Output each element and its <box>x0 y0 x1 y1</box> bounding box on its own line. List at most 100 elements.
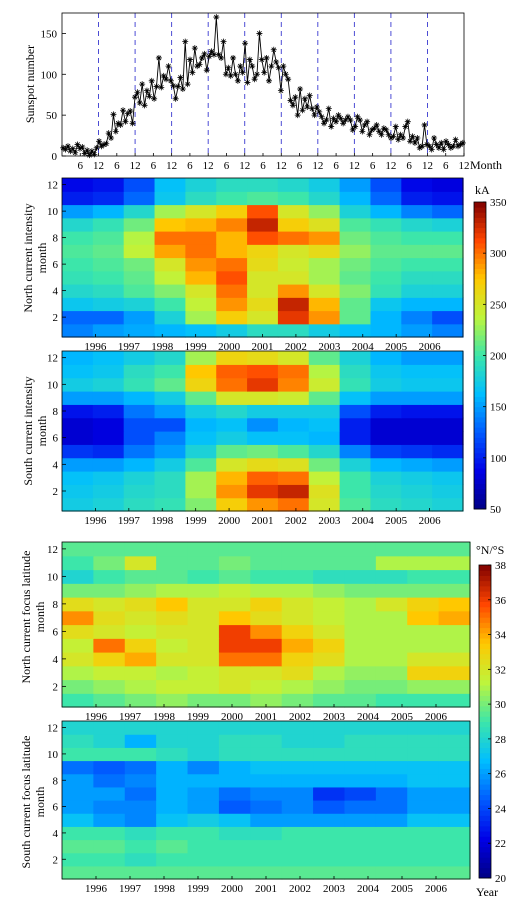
south-intensity-cell <box>339 377 372 392</box>
south-intensity-cell <box>154 377 186 392</box>
north-latitude-cell <box>187 597 220 612</box>
intensity-colorbar-swatch <box>474 462 486 469</box>
north-intensity-cell <box>154 204 186 219</box>
sunspot-point <box>352 123 359 130</box>
north-intensity-cell <box>308 178 341 192</box>
intensity-colorbar-swatch <box>474 263 486 270</box>
latitude-colorbar-tick-label: 34 <box>495 630 507 642</box>
north-intensity-ylabel-month: month <box>35 243 49 274</box>
intensity-colorbar-swatch <box>474 340 486 346</box>
sunspot-y-tick-label: 100 <box>41 69 58 81</box>
sunspot-point <box>344 113 351 120</box>
south-latitude-cell <box>407 852 440 867</box>
south-latitude-cell <box>375 773 408 788</box>
north-intensity-cell <box>370 244 402 259</box>
sunspot-point <box>447 144 454 151</box>
sunspot-point <box>452 136 459 143</box>
north-latitude-cell <box>187 583 220 598</box>
north-intensity-cell <box>123 257 156 272</box>
sunspot-point <box>318 113 325 120</box>
north-intensity-cell <box>277 257 310 272</box>
sunspot-point <box>103 140 110 147</box>
north-latitude-cell <box>250 693 283 708</box>
north-latitude-cell <box>62 679 94 694</box>
south-intensity-ylabel-month: month <box>35 416 49 447</box>
sunspot-x-tick-label: 6 <box>114 160 120 172</box>
south-intensity-cell <box>432 391 464 405</box>
south-latitude-cell <box>93 826 126 841</box>
south-latitude-cell <box>407 865 440 880</box>
south-latitude-x-tick-label: 1996 <box>85 883 108 895</box>
sunspot-point <box>414 135 421 142</box>
sunspot-point <box>323 117 330 124</box>
intensity-colorbar-swatch <box>474 493 486 500</box>
north-intensity-cell <box>154 217 186 232</box>
south-latitude-cell <box>62 826 94 841</box>
north-intensity-cell <box>277 231 310 245</box>
north-latitude-cell <box>62 624 94 639</box>
north-intensity-x-tick-label: 2003 <box>318 341 341 353</box>
north-intensity-cell <box>216 231 248 245</box>
north-latitude-cell <box>156 597 189 612</box>
north-intensity-cell <box>62 244 94 259</box>
south-intensity-cell <box>216 484 248 499</box>
intensity-colorbar-swatch <box>474 304 486 310</box>
north-intensity-cell <box>185 178 217 192</box>
south-latitude-cell <box>187 800 220 814</box>
sunspot-point <box>64 143 71 150</box>
north-latitude-cell <box>375 679 408 694</box>
north-intensity-x-tick-label: 1999 <box>185 341 208 353</box>
south-latitude-cell <box>407 734 440 748</box>
south-latitude-cell <box>156 760 189 775</box>
sunspot-x-tick-label: 6 <box>333 160 339 172</box>
south-latitude-cell <box>250 786 283 801</box>
north-latitude-cell <box>438 652 471 667</box>
south-latitude-cell <box>93 800 126 814</box>
north-latitude-cell <box>62 597 94 612</box>
sunspot-point <box>172 95 179 102</box>
latitude-colorbar-unit: °N/°S <box>476 543 504 557</box>
sunspot-point <box>79 144 86 151</box>
south-intensity-cell <box>92 351 125 365</box>
south-latitude-cell <box>93 865 126 880</box>
latitude-colorbar-swatch <box>479 841 491 848</box>
north-intensity-cell <box>370 231 402 245</box>
south-intensity-cell <box>401 497 433 512</box>
latitude-colorbar-swatch <box>479 831 491 837</box>
south-intensity-cell <box>308 391 341 405</box>
south-intensity-cell <box>277 391 310 405</box>
south-intensity-cell <box>432 497 464 512</box>
south-latitude-cell <box>375 747 408 762</box>
latitude-colorbar-swatch <box>479 716 491 722</box>
north-latitude-cell <box>313 652 346 667</box>
south-intensity-cell <box>185 444 217 459</box>
north-intensity-cells <box>62 178 464 338</box>
north-latitude-cell <box>93 542 126 557</box>
intensity-colorbar-tick-label: 300 <box>490 248 507 260</box>
sunspot-x-tick-label: 6 <box>187 160 193 172</box>
south-latitude-cell <box>62 839 94 854</box>
north-latitude-cell <box>124 569 157 584</box>
sunspot-point <box>76 145 83 152</box>
south-latitude-cell <box>156 786 189 801</box>
south-intensity-cell <box>401 377 433 392</box>
south-intensity-cell <box>247 351 279 365</box>
south-intensity-cell <box>370 377 402 392</box>
north-latitude-cell <box>218 597 251 612</box>
sunspot-point <box>349 126 356 133</box>
north-latitude-cells <box>62 542 471 708</box>
north-latitude-cell <box>281 679 314 694</box>
south-intensity-cell <box>123 457 156 472</box>
intensity-colorbar-swatch <box>474 473 486 479</box>
sunspot-point <box>392 123 399 130</box>
north-latitude-cell <box>156 679 189 694</box>
south-latitude-cells <box>62 721 471 880</box>
north-latitude-cell <box>218 624 251 639</box>
intensity-colorbar-swatch <box>474 483 486 490</box>
north-latitude-cell <box>124 693 157 708</box>
north-intensity-cell <box>339 323 372 338</box>
south-intensity-cell <box>370 444 402 459</box>
south-intensity-cell <box>185 351 217 365</box>
north-intensity-cell <box>339 178 372 192</box>
north-intensity-cell <box>277 217 310 232</box>
